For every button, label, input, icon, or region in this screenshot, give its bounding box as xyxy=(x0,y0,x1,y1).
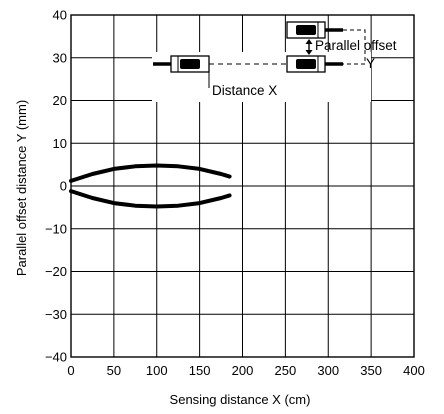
y-tick-label: 0 xyxy=(60,179,67,194)
y-tick-label: −10 xyxy=(45,221,67,236)
offset-arrow-icon xyxy=(305,39,313,55)
y-tick-label: −20 xyxy=(45,264,67,279)
x-tick-label: 150 xyxy=(189,363,211,378)
y-tick-label: 10 xyxy=(53,136,67,151)
x-tick-label: 350 xyxy=(360,363,382,378)
x-tick-label: 250 xyxy=(275,363,297,378)
parallel-offset-label: Parallel offset xyxy=(315,38,397,53)
x-tick-label: 0 xyxy=(67,363,74,378)
x-axis-label: Sensing distance X (cm) xyxy=(170,392,311,407)
x-tick-label: 100 xyxy=(146,363,168,378)
series-line-2 xyxy=(69,189,232,209)
y-tick-label: 40 xyxy=(53,8,67,23)
offset-y-label: Y xyxy=(366,56,375,71)
x-tick-label: 200 xyxy=(232,363,254,378)
top-right-sensor-icon xyxy=(286,21,343,39)
y-tick-label: −40 xyxy=(45,350,67,365)
plot-frame xyxy=(70,14,415,358)
series-group xyxy=(69,163,232,209)
left-sensor-icon xyxy=(153,55,210,73)
distance-x-label: Distance X xyxy=(212,83,277,98)
y-tick-label: 20 xyxy=(53,93,67,108)
x-tick-label: 50 xyxy=(107,363,121,378)
x-tick-label: 300 xyxy=(317,363,339,378)
x-tick-labels: 0 50 100 150 200 250 300 350 400 xyxy=(67,363,424,378)
inset-diagram: Distance X Parallel offset Y xyxy=(152,21,397,102)
y-tick-label: 30 xyxy=(53,50,67,65)
y-tick-labels: 40 30 20 10 0 −10 −20 −30 −40 xyxy=(45,8,67,365)
y-axis-label: Parallel offset distance Y (mm) xyxy=(14,100,29,276)
offset-dash-bracket xyxy=(343,29,366,65)
y-tick-label: −30 xyxy=(45,307,67,322)
series-line-1 xyxy=(69,163,232,183)
x-tick-label: 400 xyxy=(403,363,425,378)
bottom-right-sensor-icon xyxy=(286,55,343,73)
